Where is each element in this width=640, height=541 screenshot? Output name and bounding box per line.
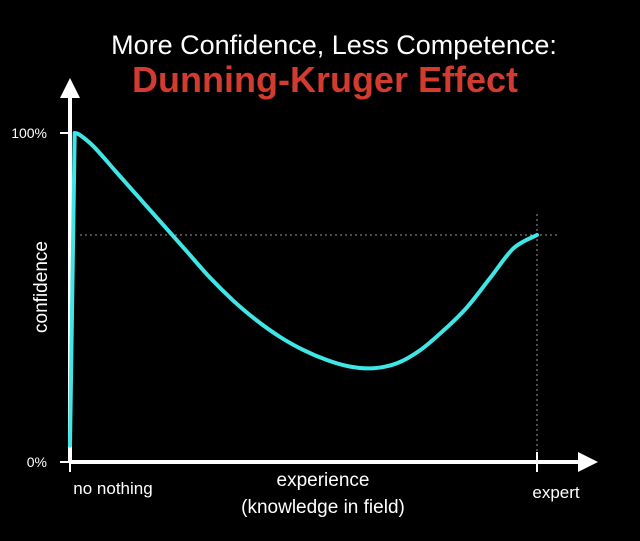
- x-axis-arrowhead: [578, 452, 598, 472]
- confidence-curve: [68, 131, 539, 448]
- y-tick-label-0: 0%: [27, 454, 47, 470]
- x-tick-label-end: expert: [532, 483, 580, 502]
- chart-title: More Confidence, Less Competence:: [111, 30, 557, 60]
- x-axis-label-line1: experience: [277, 470, 370, 491]
- y-axis-arrowhead: [60, 78, 80, 98]
- x-axis-label-line2: (knowledge in field): [241, 497, 405, 518]
- y-tick-label-100: 100%: [11, 125, 47, 141]
- ticks: 0% 100% no nothing expert: [11, 125, 580, 502]
- guide-lines: [80, 214, 560, 462]
- x-tick-label-start: no nothing: [73, 479, 152, 498]
- chart-subtitle: Dunning-Kruger Effect: [132, 59, 518, 100]
- y-axis-label: confidence: [31, 241, 52, 333]
